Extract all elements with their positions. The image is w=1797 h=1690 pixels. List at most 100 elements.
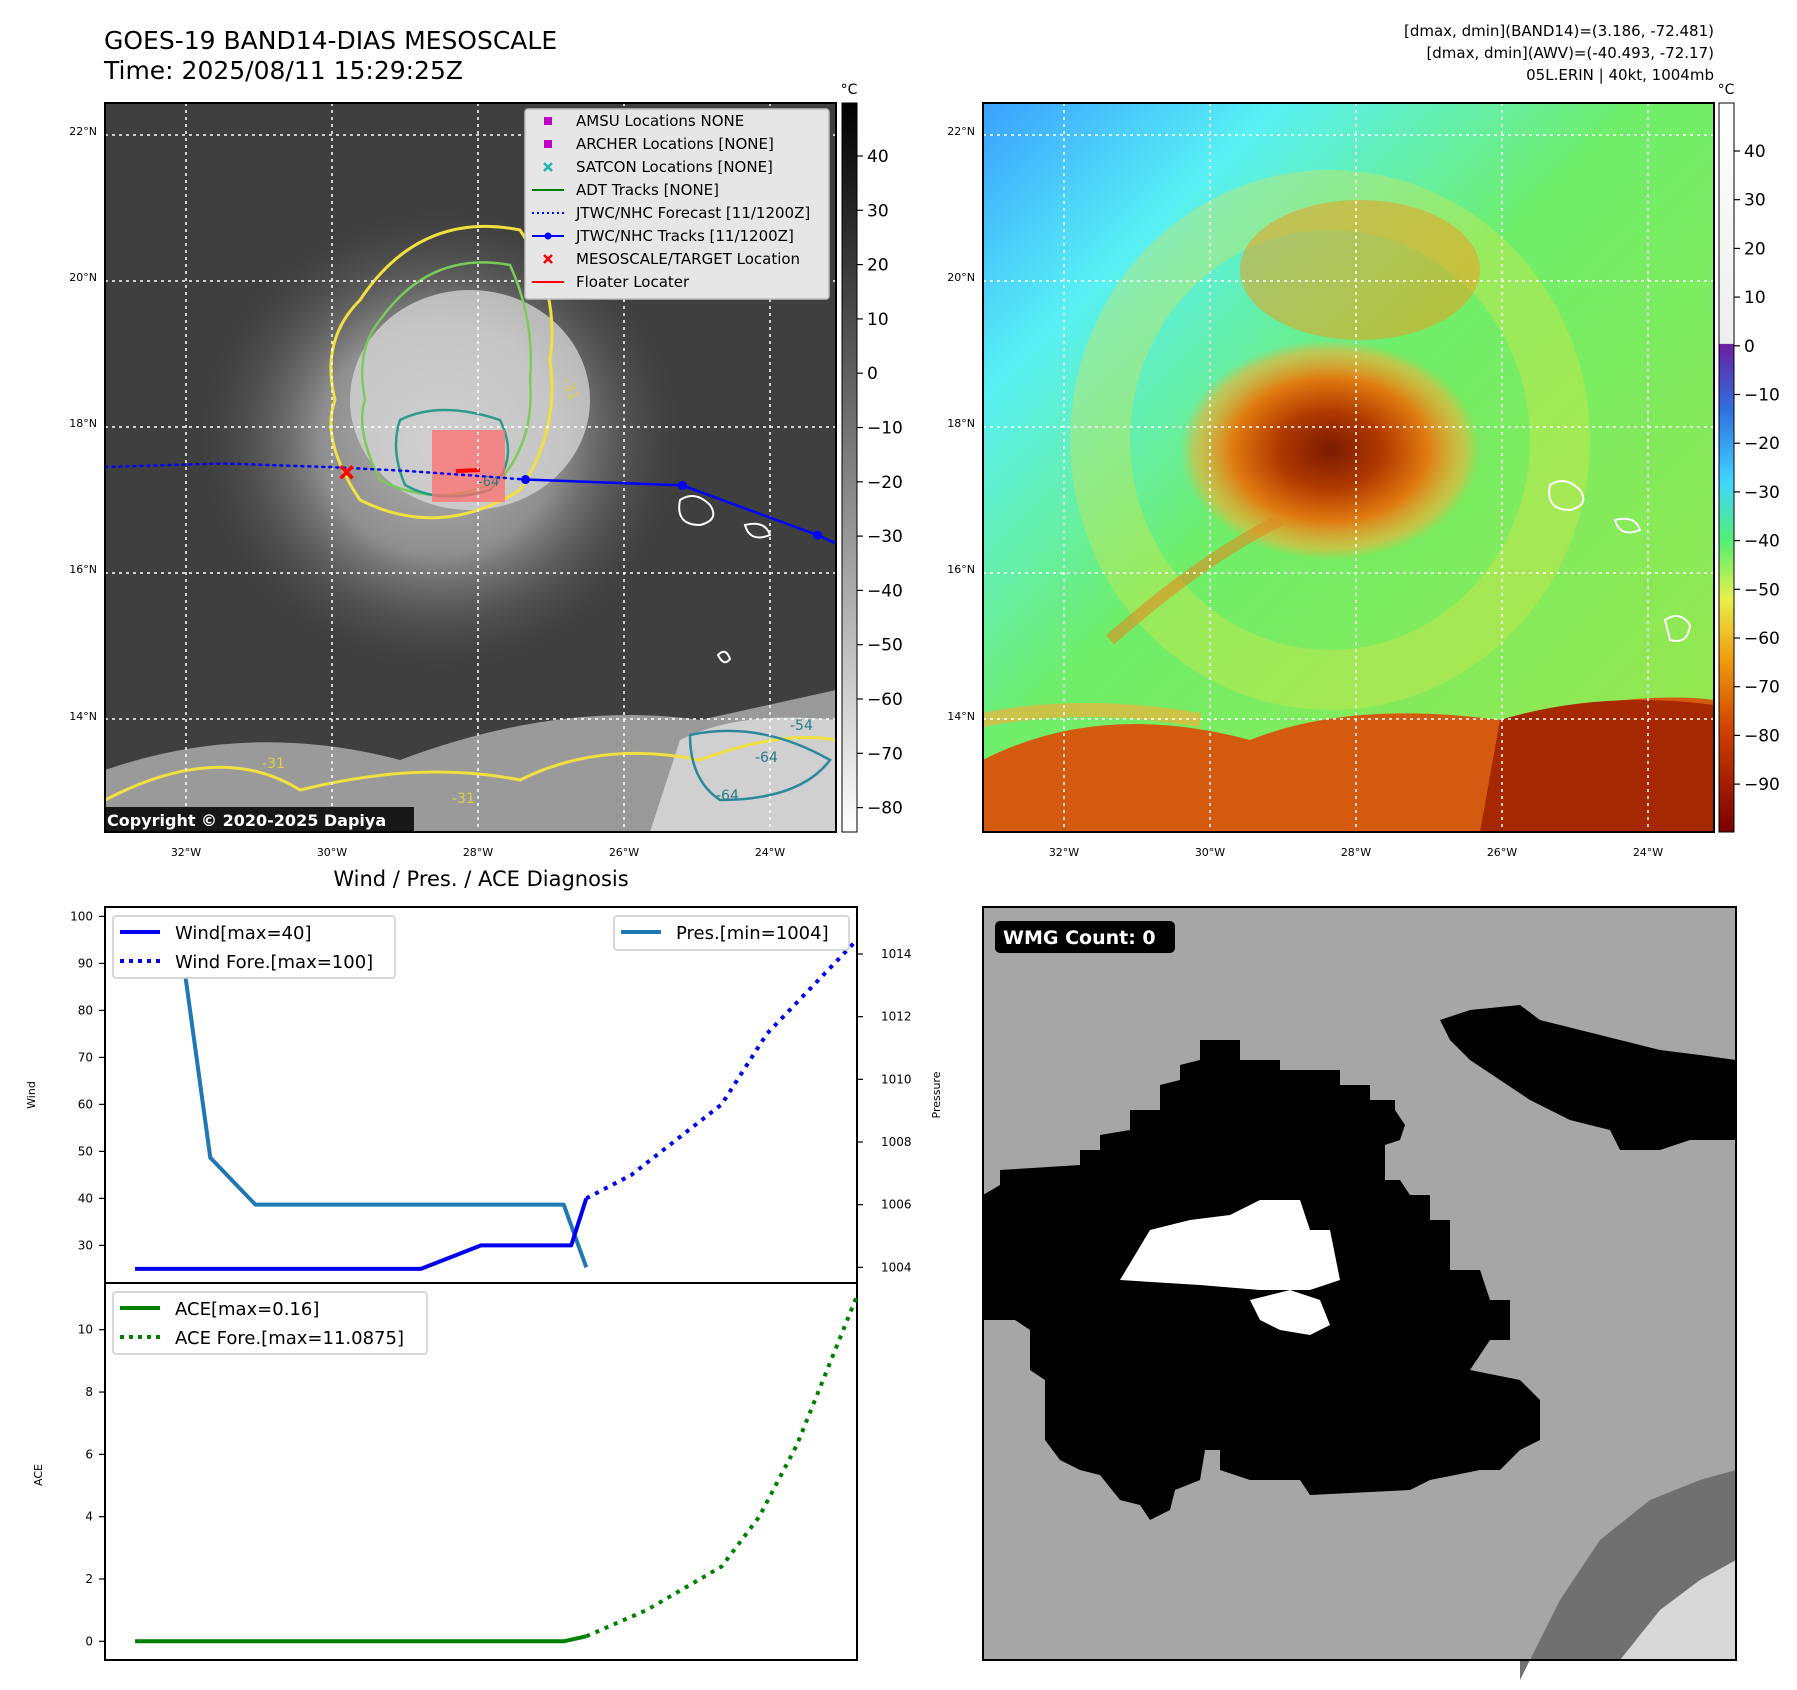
wind-series-observed xyxy=(135,1197,589,1271)
colorbar-tick-label: −60 xyxy=(867,690,903,710)
contour-label: -31 xyxy=(452,791,475,807)
target-location-marker xyxy=(339,465,354,480)
lon-label: 30°W xyxy=(1195,846,1225,859)
colorbar-tick-label: −90 xyxy=(1744,775,1780,795)
lat-label: 22°N xyxy=(69,125,97,138)
wv-southeast-core xyxy=(1480,700,1714,832)
lat-label: 14°N xyxy=(69,710,97,723)
floater-locater xyxy=(455,468,481,473)
colorbar-tick-label: 20 xyxy=(867,256,889,276)
y-tick-label: 4 xyxy=(85,1510,93,1524)
colorbar-tick-label: −80 xyxy=(1744,726,1780,746)
wv-moisture-ring xyxy=(1070,170,1590,710)
wmg-southeast-light xyxy=(1620,1560,1736,1660)
ir-southern-clouds xyxy=(105,690,836,832)
wv-northern-band xyxy=(1240,200,1480,340)
dot-marker-icon xyxy=(544,232,552,240)
colorbar-tick-label: 10 xyxy=(1744,288,1766,308)
lon-label: 28°W xyxy=(463,846,493,859)
legend-item: MESOSCALE/TARGET Location xyxy=(543,250,800,268)
wmg-count-label: WMG Count: 0 xyxy=(1003,927,1156,949)
colorbar-ir-unit: °C xyxy=(841,82,858,98)
contour-south-yellow xyxy=(105,736,836,802)
contour-labels: -31 -31 -31 -54 -64 -64 -64 xyxy=(262,376,813,807)
lat-label: 20°N xyxy=(947,271,975,284)
legend-label: ARCHER Locations [NONE] xyxy=(576,135,774,153)
y-tick-label: 1008 xyxy=(881,1135,912,1149)
colorbar-tick-label: 0 xyxy=(1744,337,1755,357)
awv-range: [dmax, dmin](AWV)=(-40.493, -72.17) xyxy=(1426,44,1714,62)
legend-label: ADT Tracks [NONE] xyxy=(576,181,719,199)
y-tick-label: 40 xyxy=(78,1191,93,1205)
x-marker-icon xyxy=(543,162,553,172)
wv-storm-core xyxy=(1180,340,1480,560)
ace-axis-label: ACE xyxy=(32,1464,45,1486)
island-outline-2 xyxy=(743,522,772,539)
colorbar-tick-label: 40 xyxy=(867,147,889,167)
legend-item: Floater Locater xyxy=(532,273,690,291)
contour-label: -64 xyxy=(478,475,499,490)
colorbar-tick-label: 30 xyxy=(867,201,889,221)
wind-legend-box xyxy=(112,915,396,979)
wv-island-outline-3 xyxy=(1663,615,1692,642)
colorbar-tick-label: 40 xyxy=(1744,142,1766,162)
y-tick-label: 60 xyxy=(78,1097,93,1111)
colorbar-tick-label: −40 xyxy=(867,581,903,601)
lon-label: 28°W xyxy=(1341,846,1371,859)
wind-pressure-plot: 30 40 50 60 70 80 90 100 1004 1006 1008 1010 1012 101… xyxy=(25,906,943,1284)
lon-label: 32°W xyxy=(171,846,201,859)
lat-label: 18°N xyxy=(69,417,97,430)
map-legend-box xyxy=(524,108,830,300)
map1-tracks xyxy=(105,462,906,578)
wv-island-outline-2 xyxy=(1613,517,1642,534)
colorbar-tick-label: 0 xyxy=(867,364,878,384)
legend-label: JTWC/NHC Forecast [11/1200Z] xyxy=(575,204,810,222)
y-tick-label: 1010 xyxy=(881,1072,912,1086)
wind-axis-label: Wind xyxy=(25,1081,38,1109)
pressure-legend: Pres.[min=1004] xyxy=(613,915,850,951)
track-point xyxy=(812,530,822,540)
ace-fore-legend-label: ACE Fore.[max=11.0875] xyxy=(175,1328,404,1349)
wmg-panel: WMG Count: 0 xyxy=(982,906,1737,1680)
contour-yellow xyxy=(329,224,554,520)
legend-label: JTWC/NHC Tracks [11/1200Z] xyxy=(575,227,794,245)
legend-item: ARCHER Locations [NONE] xyxy=(544,135,774,153)
lon-label: 24°W xyxy=(1633,846,1663,859)
contour-south-teal xyxy=(688,729,832,802)
y-tick-label: 8 xyxy=(85,1385,93,1399)
square-marker-icon xyxy=(544,117,552,125)
colorbar-tick-label: −20 xyxy=(867,473,903,493)
map2-gridlines xyxy=(983,103,1714,832)
wind-series-forecast xyxy=(585,938,859,1201)
map2-lon-labels: 32°W 30°W 28°W 26°W 24°W xyxy=(1049,846,1663,859)
y-tick-label: 1012 xyxy=(881,1010,912,1024)
colorbar-tick-label: −40 xyxy=(1744,532,1780,552)
figure-time: Time: 2025/08/11 15:29:25Z xyxy=(104,56,463,85)
wv-map-frame xyxy=(982,102,1715,833)
wv-south-band xyxy=(983,703,1202,727)
map1-lon-labels: 32°W 30°W 28°W 26°W 24°W xyxy=(171,846,785,859)
lon-label: 26°W xyxy=(609,846,639,859)
y-tick-label: 0 xyxy=(85,1634,93,1648)
y-tick-label: 2 xyxy=(85,1572,93,1586)
y-tick-label: 100 xyxy=(70,909,93,923)
track-point xyxy=(897,569,906,578)
wmg-warm-spot-2 xyxy=(1250,1290,1330,1335)
wind-legend: Wind[max=40] Wind Fore.[max=100] xyxy=(112,915,396,979)
lon-label: 32°W xyxy=(1049,846,1079,859)
storm-info: 05L.ERIN | 40kt, 1004mb xyxy=(1526,66,1714,84)
colorbar-ir: °C 40 30 20 10 0 −10 −20 −30 −40 −50 −60 −70 −80 xyxy=(841,82,903,833)
colorbar-tick-label: −50 xyxy=(867,636,903,656)
colorbar-tick-label: −50 xyxy=(1744,580,1780,600)
figure-title: GOES-19 BAND14-DIAS MESOSCALE xyxy=(104,26,558,55)
colorbar-tick-label: 20 xyxy=(1744,239,1766,259)
ace-plot: 0 2 4 6 8 10 ACE ACE[max=0.16] ACE Fore.[max=… xyxy=(32,1282,859,1661)
map-legend: AMSU Locations NONE ARCHER Locations [NON… xyxy=(524,108,830,300)
y-tick-label: 1006 xyxy=(881,1198,912,1212)
y-tick-label: 1004 xyxy=(881,1260,912,1274)
pressure-legend-box xyxy=(613,915,850,951)
lat-label: 20°N xyxy=(69,271,97,284)
ace-legend-box xyxy=(112,1291,428,1355)
